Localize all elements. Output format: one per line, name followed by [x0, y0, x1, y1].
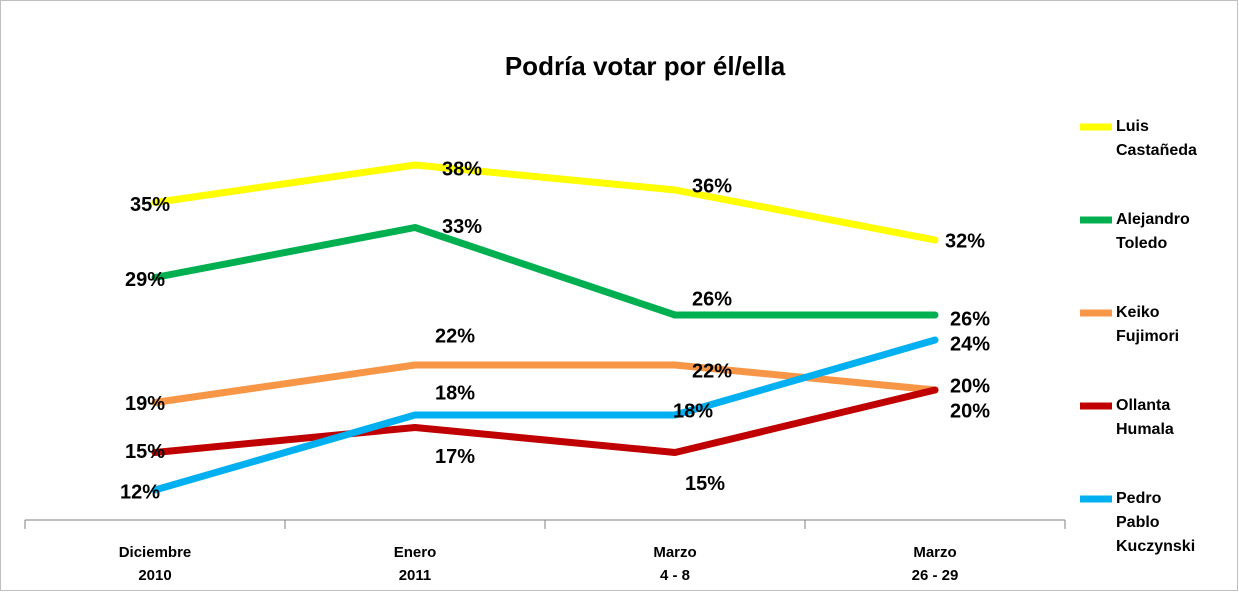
chart-title: Podría votar por él/ella — [505, 51, 786, 81]
legend-label: Keiko Fujimori — [1116, 304, 1179, 345]
data-label: 19% — [125, 393, 165, 415]
data-label: 26% — [950, 308, 990, 330]
x-tick-label: Marzo 26 - 29 — [912, 544, 959, 584]
data-label: 22% — [435, 325, 475, 347]
data-label: 36% — [692, 175, 732, 197]
data-label: 12% — [120, 481, 160, 503]
series-line — [151, 386, 939, 456]
data-label: 32% — [945, 230, 985, 252]
data-label: 15% — [685, 473, 725, 495]
data-label: 18% — [435, 382, 475, 404]
legend-label: Pedro Pablo Kuczynski — [1116, 490, 1195, 555]
legend-label: Alejandro Toledo — [1116, 211, 1190, 252]
x-tick-label: Diciembre 2010 — [119, 544, 192, 584]
data-label: 33% — [442, 216, 482, 238]
data-label: 20% — [950, 375, 990, 397]
data-label: 38% — [442, 158, 482, 180]
legend-label: Luis Castañeda — [1116, 118, 1197, 159]
data-label: 22% — [692, 360, 732, 382]
data-label: 29% — [125, 269, 165, 291]
x-tick-label: Marzo 4 - 8 — [653, 544, 696, 584]
data-label: 15% — [125, 441, 165, 463]
series-line — [151, 224, 939, 319]
data-label: 20% — [950, 400, 990, 422]
data-label: 18% — [673, 400, 713, 422]
data-label: 24% — [950, 333, 990, 355]
data-label: 35% — [130, 194, 170, 216]
legend-label: Ollanta Humala — [1116, 397, 1174, 438]
series-line — [151, 161, 939, 244]
data-label: 26% — [692, 288, 732, 310]
x-tick-label: Enero 2011 — [394, 544, 437, 584]
data-label: 17% — [435, 446, 475, 468]
series-line — [151, 336, 939, 494]
